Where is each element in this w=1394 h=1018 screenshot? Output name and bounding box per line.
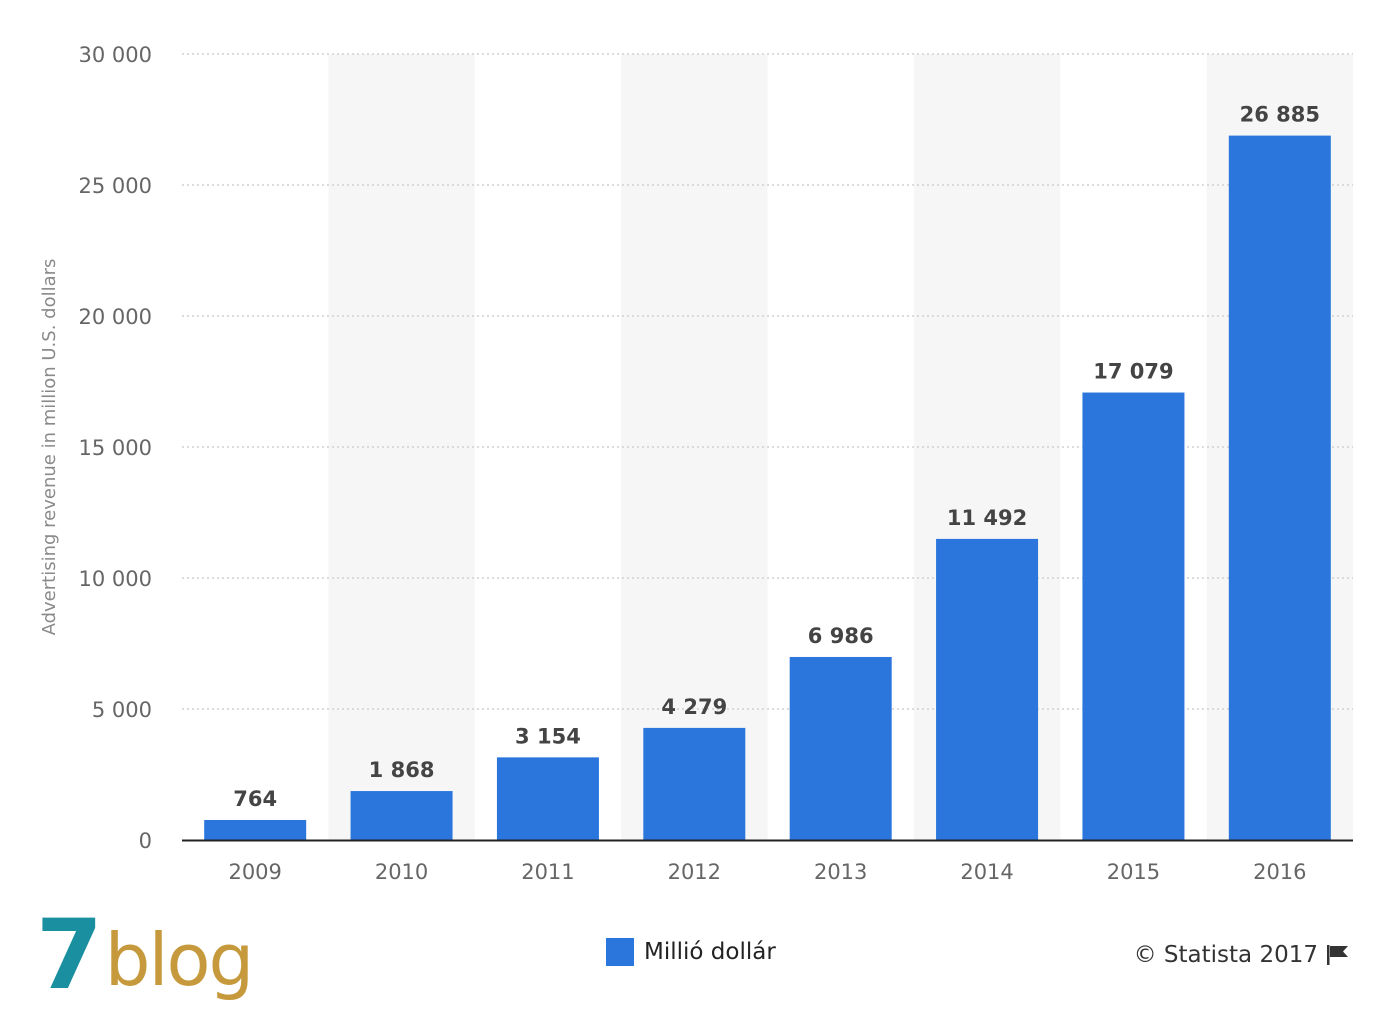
logo-blog: blog: [104, 918, 254, 1002]
bar-2009[interactable]: [204, 819, 307, 840]
y-tick-label: 5 000: [92, 698, 152, 722]
y-axis-label: Advertising revenue in million U.S. doll…: [39, 259, 60, 636]
x-tick-label-2010: 2010: [375, 860, 428, 884]
legend-label: Millió dollár: [644, 939, 776, 965]
x-tick-label-2012: 2012: [668, 860, 721, 884]
data-label-2015: 17 079: [1093, 360, 1173, 384]
bar-2016[interactable]: [1228, 135, 1331, 840]
bar-2013[interactable]: [789, 656, 892, 840]
credit-text: © Statista 2017: [1133, 942, 1318, 968]
legend-swatch: [606, 938, 634, 966]
data-label-2009: 764: [233, 787, 277, 811]
data-label-2016: 26 885: [1240, 103, 1320, 127]
x-tick-label-2011: 2011: [521, 860, 574, 884]
data-label-2012: 4 279: [661, 695, 727, 719]
y-tick-label: 10 000: [79, 567, 152, 591]
bar-2014[interactable]: [936, 538, 1039, 840]
y-axis-ticks: 0 5 000 10 000 15 000 20 000 25 000 30 000: [79, 43, 152, 853]
statista-credit[interactable]: © Statista 2017: [1134, 942, 1350, 968]
bars: [204, 135, 1331, 840]
data-labels: 764 1 868 3 154 4 279 6 986 11 492 17 079 26 88…: [233, 103, 1320, 811]
logo-seven: 7: [36, 899, 103, 1011]
x-axis-ticks: 2009 2010 2011 2012 2013 2014 2015 2016: [228, 860, 1306, 884]
y-tick-label: 30 000: [79, 43, 152, 67]
x-tick-label-2013: 2013: [814, 860, 867, 884]
y-tick-label: 15 000: [79, 436, 152, 460]
data-label-2011: 3 154: [515, 724, 581, 748]
data-label-2010: 1 868: [369, 758, 435, 782]
flag-icon[interactable]: [1326, 944, 1350, 966]
bar-2011[interactable]: [496, 757, 599, 840]
y-tick-label: 20 000: [79, 305, 152, 329]
data-label-2014: 11 492: [947, 506, 1027, 530]
7blog-logo: 7 blog: [36, 899, 254, 1011]
x-tick-label-2015: 2015: [1107, 860, 1160, 884]
legend[interactable]: Millió dollár: [606, 938, 776, 966]
x-tick-label-2014: 2014: [960, 860, 1013, 884]
y-tick-label: 25 000: [79, 174, 152, 198]
x-tick-label-2009: 2009: [228, 860, 281, 884]
data-label-2013: 6 986: [808, 624, 874, 648]
x-tick-label-2016: 2016: [1253, 860, 1306, 884]
y-tick-label: 0: [139, 829, 152, 853]
bar-2010[interactable]: [350, 791, 453, 840]
bar-2012[interactable]: [643, 727, 746, 840]
bar-chart: 0 5 000 10 000 15 000 20 000 25 000 30 000 764…: [39, 43, 1353, 884]
bar-2015[interactable]: [1082, 392, 1185, 840]
